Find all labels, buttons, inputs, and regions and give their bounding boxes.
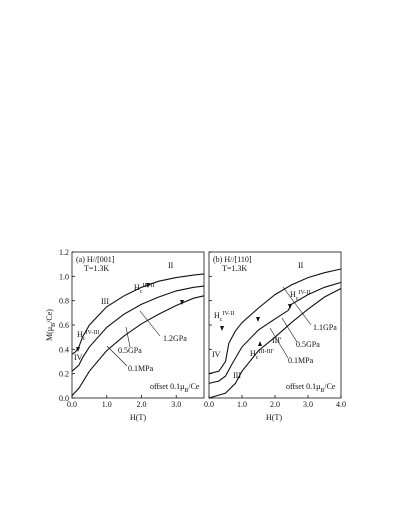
annotation-part: II: [168, 261, 174, 270]
annotation: IV: [212, 350, 221, 359]
arrow: [220, 326, 224, 331]
annotation-part: c: [220, 317, 223, 323]
annotation-part: H: [290, 290, 296, 299]
curve: [208, 268, 342, 375]
annotation: offset 0.1μB/Ce: [286, 382, 336, 394]
annotation-part: c: [83, 336, 86, 342]
y-tick-label: 0.0: [59, 394, 69, 403]
series-label: 0.5GPa: [296, 340, 320, 349]
series-label: 1.1GPa: [313, 323, 337, 332]
annotation-part: IV: [74, 353, 83, 362]
y-tick-label: 1.2: [59, 248, 69, 257]
annotation: II: [298, 261, 304, 270]
annotation-part: III': [272, 336, 282, 345]
curve: [208, 288, 342, 399]
y-tick-label: 0.2: [59, 370, 69, 379]
series-label: 0.1MPa: [128, 364, 154, 373]
annotation: III: [233, 371, 241, 380]
annotation-part: B: [320, 388, 324, 394]
curve: [208, 281, 342, 384]
x-tick-label: 0.0: [67, 400, 77, 409]
leader-line: [125, 326, 131, 348]
leader-line: [282, 286, 312, 326]
annotation-part: /Ce: [324, 382, 336, 391]
annotation-part: IV-II: [298, 290, 310, 296]
annotation: HcIV-II: [214, 311, 234, 323]
leader-line: [106, 345, 128, 367]
curve: [71, 295, 205, 396]
x-tick-label: 2.0: [136, 400, 146, 409]
annotation-part: III: [101, 297, 109, 306]
x-tick-label: 1.0: [237, 400, 247, 409]
x-tick-label: 3.0: [171, 400, 181, 409]
annotation-part: c: [296, 296, 299, 302]
annotation: HcIV-II: [290, 290, 310, 302]
annotation-part: H: [77, 330, 83, 339]
series-label: 0.1MPa: [288, 356, 314, 365]
panel-title: (a) H//[001]: [76, 255, 115, 264]
annotation-part: III-II: [142, 283, 154, 289]
x-tick-label: 0.0: [204, 400, 214, 409]
panel-subtitle: T=1.3K: [84, 264, 109, 273]
annotation: II: [168, 261, 174, 270]
y-axis-label-part: /Ce): [45, 309, 54, 323]
panel-title: (b) H//[110]: [213, 255, 252, 264]
y-axis-label: M(μB/Ce): [45, 309, 57, 341]
x-tick-label: 3.0: [303, 400, 313, 409]
x-axis-label: H(T): [130, 413, 146, 422]
curve: [71, 273, 205, 355]
annotation: HcIII-III': [250, 349, 274, 361]
y-axis-label-part: M(μ: [45, 327, 54, 341]
leader-line: [139, 310, 161, 337]
y-tick-label: 0.4: [59, 345, 69, 354]
annotation: HcIII-II: [134, 283, 154, 295]
plot-frame: [71, 251, 205, 399]
arrow: [76, 347, 80, 352]
annotation: HcIV-III: [77, 330, 99, 342]
annotation-part: offset 0.1μ: [150, 382, 184, 391]
annotation: offset 0.1μB/Ce: [150, 382, 200, 394]
leader-line: [281, 317, 298, 343]
annotation: III: [101, 297, 109, 306]
annotation-part: IV-II: [222, 311, 234, 317]
annotation-part: B: [184, 388, 188, 394]
annotation-part: /Ce: [188, 382, 200, 391]
annotation-part: IV-III: [85, 330, 99, 336]
annotation-part: H: [214, 311, 220, 320]
annotation-part: offset 0.1μ: [286, 382, 320, 391]
annotation-part: III-III': [258, 349, 273, 355]
x-tick-label: 1.0: [102, 400, 112, 409]
annotation: III': [272, 336, 282, 345]
leader-line: [269, 327, 289, 359]
annotation-part: H: [250, 349, 256, 358]
y-tick-label: 0.6: [59, 321, 69, 330]
y-tick-label: 0.8: [59, 297, 69, 306]
curve: [71, 285, 205, 372]
y-axis-label-part: B: [51, 323, 57, 327]
annotation: IV: [74, 353, 83, 362]
annotation-part: IV: [212, 350, 221, 359]
series-label: 1.2GPa: [163, 334, 187, 343]
arrow: [258, 341, 262, 346]
annotation-part: c: [140, 289, 143, 295]
panel-subtitle: T=1.3K: [222, 264, 247, 273]
x-axis-label: H(T): [266, 413, 282, 422]
series-label: 0.5GPa: [118, 346, 142, 355]
annotation-part: II: [298, 261, 304, 270]
annotation-part: H: [134, 283, 140, 292]
annotation-part: c: [256, 355, 259, 361]
y-tick-label: 1.0: [59, 272, 69, 281]
x-tick-label: 2.0: [270, 400, 280, 409]
annotation-part: III: [233, 371, 241, 380]
x-tick-label: 4.0: [336, 400, 346, 409]
arrow: [256, 317, 260, 322]
